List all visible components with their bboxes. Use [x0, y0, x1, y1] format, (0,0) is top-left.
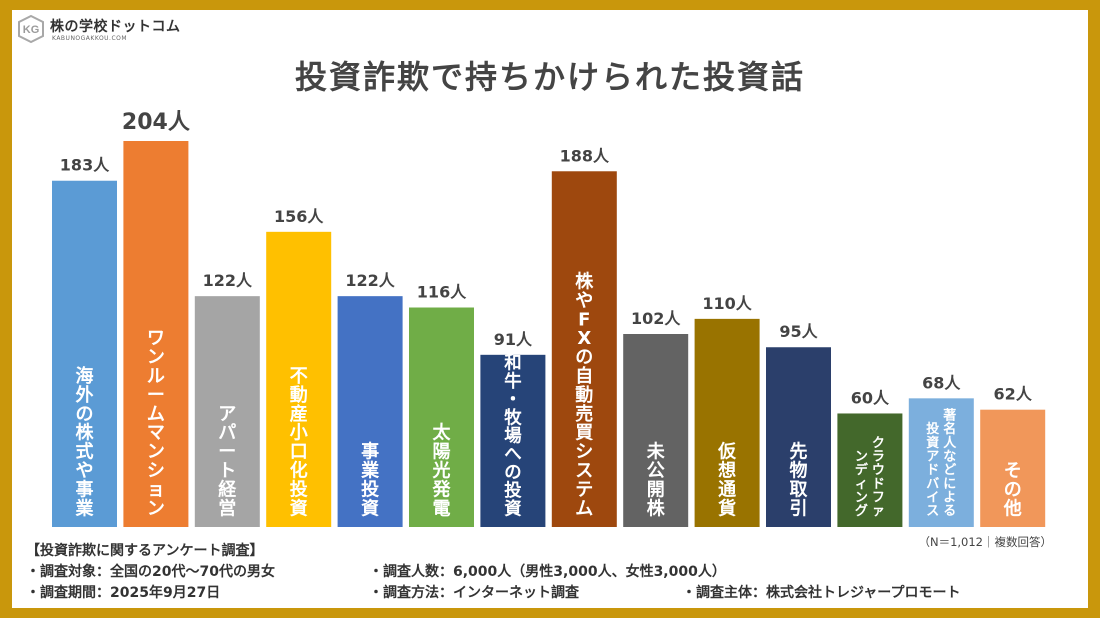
value-label-10: 110人 [702, 294, 752, 313]
bar-14 [980, 409, 1046, 527]
bar-10 [694, 318, 760, 527]
bar-7 [480, 354, 546, 527]
bar-5 [337, 296, 403, 527]
category-label-3: アパート経営 [218, 404, 237, 520]
footer-count: ・調査人数：6,000人（男性3,000人、女性3,000人） [369, 564, 726, 580]
sample-note: （N＝1,012｜複数回答） [918, 535, 1052, 549]
bar-1 [52, 180, 117, 527]
value-label-12: 60人 [851, 388, 890, 407]
category-label-9: 未公開株 [647, 442, 666, 520]
category-label-10: 仮想通貨 [717, 441, 737, 520]
bar-9 [623, 334, 689, 527]
category-label-7: 和牛・牧場への投資 [503, 354, 522, 520]
footer-heading: 【投資詐欺に関するアンケート調査】 [26, 543, 264, 559]
footer-period: ・調査期間：2025年9月27日 [26, 585, 221, 601]
bar-8 [551, 171, 617, 527]
logo-subtitle: KABUNOGAKKOU.COM [52, 35, 128, 42]
bar-4 [266, 231, 332, 527]
value-label-4: 156人 [274, 207, 324, 226]
value-label-5: 122人 [345, 271, 395, 290]
value-label-14: 62人 [994, 385, 1033, 404]
category-label-4: 不動産小口化投資 [290, 366, 308, 519]
value-label-11: 95人 [779, 322, 818, 341]
category-label-8: 株や F X の自動売買システム [575, 271, 594, 520]
value-label-2: 204人 [122, 110, 190, 135]
value-label-9: 102人 [631, 309, 681, 328]
footer-method: ・調査方法：インターネット調査 [369, 585, 579, 601]
category-label-2: ワンルームマンション [147, 328, 165, 519]
chart-title: 投資詐欺で持ちかけられた投資話 [294, 58, 805, 96]
logo-name: 株の学校ドットコム [50, 19, 181, 35]
category-label-1: 海外の株式や事業 [75, 365, 95, 519]
bar-11 [766, 347, 831, 527]
value-label-6: 116人 [417, 283, 467, 302]
chart-panel [12, 10, 1088, 608]
value-label-8: 188人 [560, 146, 610, 165]
logo-mark-icon: KG [18, 14, 44, 44]
category-label-14: その他 [1003, 461, 1022, 520]
category-label-5: 事業投資 [360, 441, 380, 520]
bar-12 [837, 413, 903, 527]
site-logo[interactable]: KG 株の学校ドットコム KABUNOGAKKOU.COM [16, 14, 216, 46]
value-label-1: 183人 [60, 156, 110, 175]
value-label-7: 91人 [494, 330, 533, 349]
bar-13 [908, 398, 974, 527]
bar-3 [194, 296, 260, 527]
footer-target: ・調査対象：全国の20代〜70代の男女 [26, 564, 275, 580]
category-label-6: 太陽光発電 [432, 422, 452, 520]
category-label-12: クラウドファンディング [855, 436, 885, 519]
category-label-13: 著名人などによる投資アドバイス [926, 408, 957, 520]
value-label-3: 122人 [203, 271, 253, 290]
bar-6 [409, 307, 474, 527]
value-label-13: 68人 [922, 373, 961, 392]
logo-mark-text: KG [23, 24, 40, 36]
footer-organizer: ・調査主体：株式会社トレジャープロモート [682, 585, 961, 601]
category-label-11: 先物取引 [790, 441, 809, 520]
bar-2 [123, 141, 189, 527]
